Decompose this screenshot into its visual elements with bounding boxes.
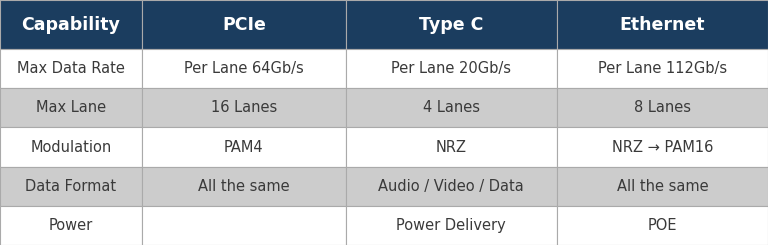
Text: 16 Lanes: 16 Lanes xyxy=(210,100,277,115)
Text: Ethernet: Ethernet xyxy=(620,15,705,34)
Text: NRZ: NRZ xyxy=(435,139,467,155)
Bar xyxy=(346,167,557,206)
Text: Data Format: Data Format xyxy=(25,179,117,194)
Text: Audio / Video / Data: Audio / Video / Data xyxy=(379,179,524,194)
Bar xyxy=(142,206,346,245)
Bar xyxy=(0,49,142,88)
Bar xyxy=(0,0,142,49)
Text: POE: POE xyxy=(647,218,677,233)
Text: 8 Lanes: 8 Lanes xyxy=(634,100,691,115)
Bar xyxy=(0,88,142,127)
Text: PCIe: PCIe xyxy=(222,15,266,34)
Bar xyxy=(0,127,142,167)
Circle shape xyxy=(323,88,630,186)
Bar xyxy=(0,167,142,206)
Text: Capability: Capability xyxy=(22,15,121,34)
Bar xyxy=(557,167,768,206)
Bar xyxy=(142,167,346,206)
Bar xyxy=(557,0,768,49)
Text: PAM4: PAM4 xyxy=(224,139,263,155)
Text: Per Lane 64Gb/s: Per Lane 64Gb/s xyxy=(184,61,303,76)
Circle shape xyxy=(115,88,422,186)
Bar xyxy=(346,49,557,88)
Bar xyxy=(142,49,346,88)
Text: Power: Power xyxy=(49,218,93,233)
Bar xyxy=(0,206,142,245)
Bar xyxy=(557,206,768,245)
Bar xyxy=(346,206,557,245)
Text: Type C: Type C xyxy=(419,15,483,34)
Text: All the same: All the same xyxy=(198,179,290,194)
Bar xyxy=(557,127,768,167)
Text: Max Lane: Max Lane xyxy=(36,100,106,115)
Bar xyxy=(142,127,346,167)
Bar xyxy=(142,88,346,127)
Bar xyxy=(557,88,768,127)
Text: NRZ → PAM16: NRZ → PAM16 xyxy=(612,139,713,155)
Text: Per Lane 20Gb/s: Per Lane 20Gb/s xyxy=(391,61,511,76)
Bar xyxy=(346,127,557,167)
Bar xyxy=(142,0,346,49)
Text: Power Delivery: Power Delivery xyxy=(396,218,506,233)
Text: 4 Lanes: 4 Lanes xyxy=(422,100,480,115)
Text: All the same: All the same xyxy=(617,179,708,194)
Text: Modulation: Modulation xyxy=(31,139,111,155)
Bar xyxy=(346,0,557,49)
Text: Per Lane 112Gb/s: Per Lane 112Gb/s xyxy=(598,61,727,76)
Bar xyxy=(346,88,557,127)
Bar xyxy=(557,49,768,88)
Text: Max Data Rate: Max Data Rate xyxy=(17,61,125,76)
